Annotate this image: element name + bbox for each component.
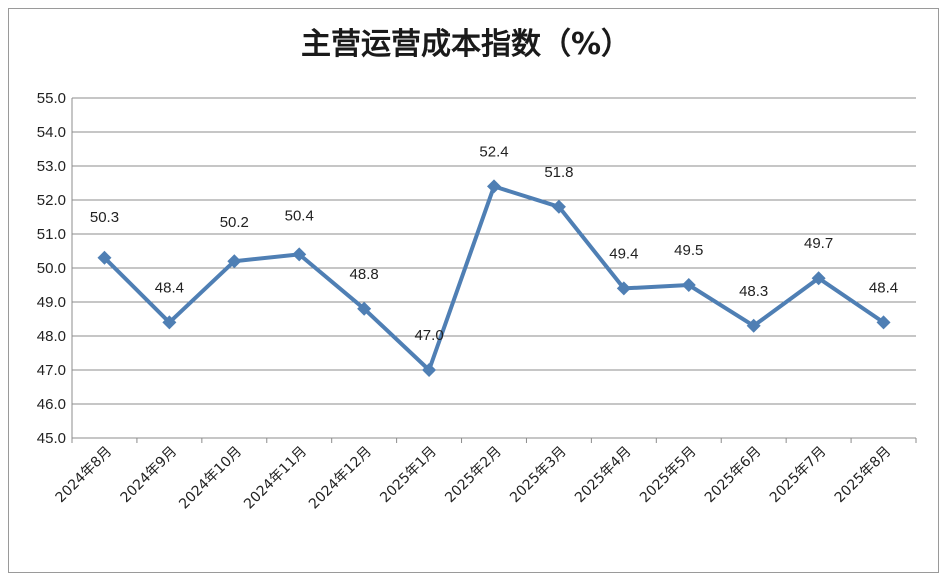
y-axis-ticks: 45.0 46.0 47.0 48.0 49.0 50.0 51.0 52.0 53.0 54.0… — [37, 90, 66, 447]
x-tick-label: 2025年5月 — [637, 444, 700, 507]
data-label: 51.8 — [544, 164, 573, 181]
data-label: 49.7 — [804, 235, 833, 252]
data-label: 47.0 — [414, 327, 443, 344]
x-tick-label: 2025年6月 — [702, 444, 765, 507]
y-tick-label: 46.0 — [37, 396, 66, 413]
data-point-marker — [681, 278, 696, 292]
y-tick-label: 47.0 — [37, 362, 66, 379]
data-label: 48.3 — [739, 283, 768, 300]
data-point-marker — [876, 315, 891, 330]
data-labels: 50.3 48.4 50.2 50.4 48.8 47.0 52.4 51.8 49.4 49.5… — [90, 143, 898, 344]
y-tick-label: 48.0 — [37, 328, 66, 345]
data-point-marker — [811, 271, 826, 286]
y-tick-label: 50.0 — [37, 260, 66, 277]
x-tick-label: 2024年8月 — [53, 444, 116, 507]
data-point-marker — [746, 318, 761, 333]
data-label: 50.4 — [285, 207, 314, 224]
y-tick-label: 51.0 — [37, 226, 66, 243]
grid-lines — [71, 97, 917, 443]
data-label: 48.8 — [350, 266, 379, 283]
y-tick-label: 55.0 — [37, 90, 66, 107]
data-label: 49.4 — [609, 245, 638, 262]
x-tick-label: 2024年9月 — [118, 444, 181, 507]
y-tick-label: 49.0 — [37, 294, 66, 311]
data-point-marker — [357, 301, 372, 316]
y-tick-label: 53.0 — [37, 158, 66, 175]
x-tick-label: 2025年1月 — [377, 444, 440, 507]
x-tick-label: 2024年11月 — [241, 444, 310, 513]
data-label: 48.4 — [155, 279, 184, 296]
x-tick-label: 2025年3月 — [507, 444, 570, 507]
data-point-marker — [422, 363, 437, 377]
data-point-marker — [162, 315, 177, 330]
data-label: 50.2 — [220, 214, 249, 231]
data-label: 50.3 — [90, 209, 119, 226]
data-point-marker — [551, 199, 566, 214]
y-tick-label: 45.0 — [37, 430, 66, 447]
data-point-marker — [616, 281, 631, 296]
data-label: 52.4 — [479, 143, 508, 160]
x-tick-label: 2025年7月 — [767, 444, 830, 507]
chart-title: 主营运营成本指数（%） — [301, 27, 631, 62]
y-tick-label: 52.0 — [37, 192, 66, 209]
data-point-marker — [487, 179, 501, 194]
data-markers — [97, 179, 891, 377]
data-point-marker — [292, 247, 307, 262]
data-point-marker — [97, 250, 112, 265]
x-tick-label: 2025年4月 — [572, 444, 635, 507]
x-tick-label: 2024年12月 — [306, 444, 375, 513]
data-label: 48.4 — [869, 279, 898, 296]
data-label: 49.5 — [674, 242, 703, 259]
y-tick-label: 54.0 — [37, 124, 66, 141]
x-tick-label: 2025年8月 — [832, 444, 895, 507]
x-tick-label: 2024年10月 — [176, 444, 245, 513]
x-tick-label: 2025年2月 — [442, 444, 505, 507]
data-point-marker — [227, 254, 242, 269]
chart-frame — [8, 8, 939, 573]
